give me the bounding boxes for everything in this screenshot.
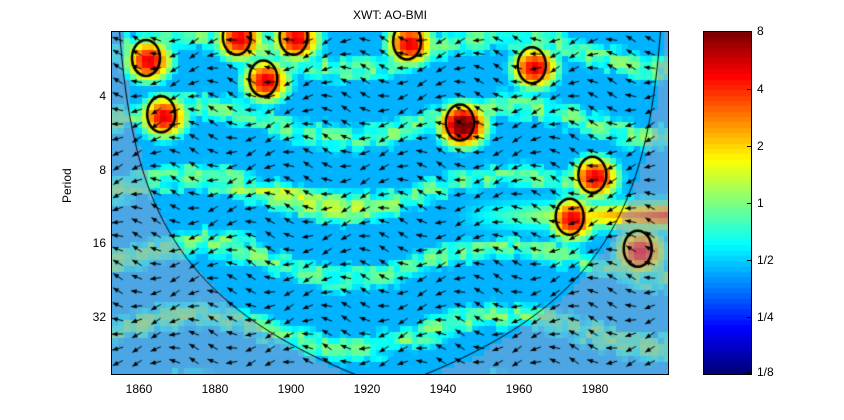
y-tick-label: 8 (99, 163, 106, 177)
colorbar-tick-mark (747, 203, 752, 204)
heatmap-canvas (112, 32, 668, 374)
wavelet-plot-area (111, 31, 669, 375)
colorbar-tick-mark (747, 146, 752, 147)
colorbar-gradient (704, 32, 751, 374)
colorbar-tick-label: 1/2 (757, 253, 774, 267)
y-tick-label: 16 (92, 236, 106, 250)
colorbar-tick-label: 1/4 (757, 310, 774, 324)
x-tick-label: 1920 (353, 382, 381, 396)
x-tick-label: 1900 (277, 382, 305, 396)
y-tick-label: 4 (99, 89, 106, 103)
x-tick-label: 1860 (125, 382, 153, 396)
colorbar (703, 31, 752, 375)
x-tick-label: 1880 (201, 382, 229, 396)
x-tick-label: 1960 (505, 382, 533, 396)
colorbar-tick-mark (747, 89, 752, 90)
colorbar-tick-label: 2 (757, 139, 764, 153)
colorbar-tick-label: 1/8 (757, 365, 774, 379)
colorbar-tick-mark (747, 317, 752, 318)
chart-title: XWT: AO-BMI (352, 8, 427, 22)
colorbar-tick-mark (747, 31, 752, 32)
colorbar-tick-mark (747, 260, 752, 261)
x-tick-label: 1940 (429, 382, 457, 396)
colorbar-tick-label: 8 (757, 24, 764, 38)
colorbar-tick-mark (747, 372, 752, 373)
y-axis-label: Period (60, 168, 74, 203)
x-tick-label: 1980 (581, 382, 609, 396)
y-tick-label: 32 (92, 310, 106, 324)
colorbar-tick-label: 4 (757, 82, 764, 96)
colorbar-tick-label: 1 (757, 196, 764, 210)
